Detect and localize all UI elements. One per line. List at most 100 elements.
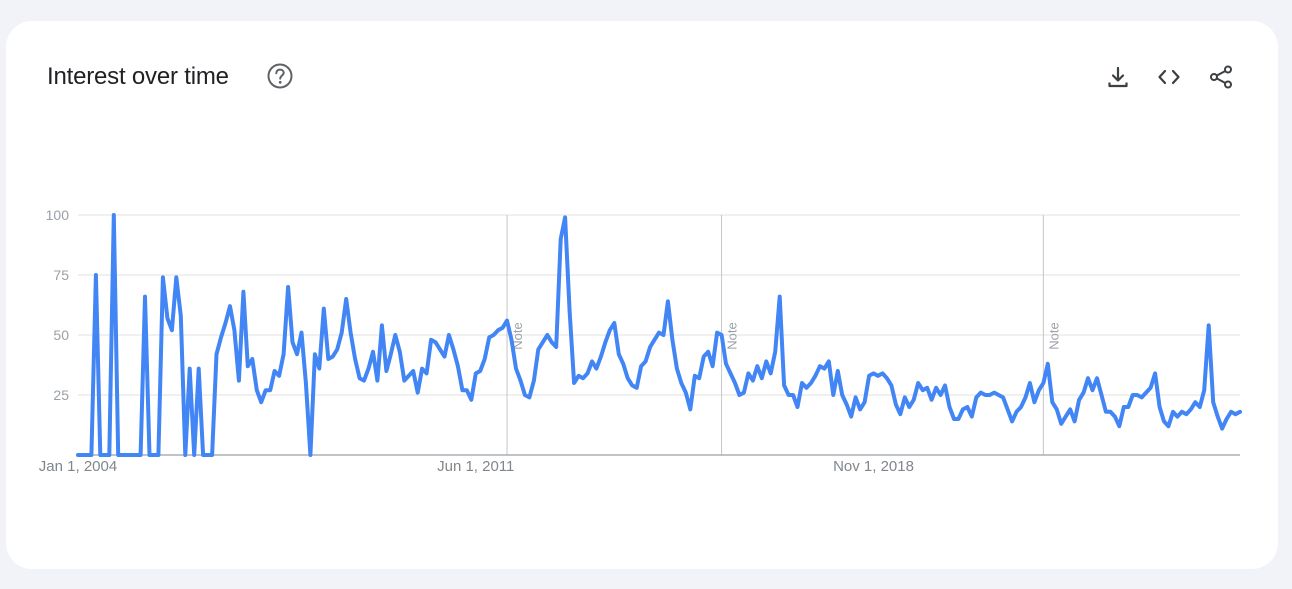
data-point (523, 394, 526, 397)
download-icon[interactable] (1105, 64, 1131, 90)
data-point (322, 307, 325, 310)
data-point (1118, 425, 1121, 428)
data-point (1185, 413, 1188, 416)
data-point (394, 334, 397, 337)
data-point (251, 358, 254, 361)
data-point (139, 454, 142, 457)
data-point (135, 454, 138, 457)
data-point (1020, 406, 1023, 409)
data-point (792, 394, 795, 397)
data-point (774, 350, 777, 353)
data-point (1145, 391, 1148, 394)
data-point (1127, 406, 1130, 409)
data-point (389, 353, 392, 356)
data-point (917, 382, 920, 385)
data-point (497, 329, 500, 332)
data-point (130, 454, 133, 457)
data-point (984, 394, 987, 397)
data-point (492, 334, 495, 337)
share-icon[interactable] (1208, 64, 1234, 90)
data-point (273, 370, 276, 373)
data-point (237, 379, 240, 382)
data-point (841, 394, 844, 397)
data-point (1078, 398, 1081, 401)
data-point (340, 331, 343, 334)
data-point (99, 454, 102, 457)
data-point (103, 454, 106, 457)
data-point (859, 408, 862, 411)
data-point (890, 384, 893, 387)
data-point (416, 391, 419, 394)
embed-code-icon[interactable] (1156, 64, 1182, 90)
data-point (148, 454, 151, 457)
data-point (899, 413, 902, 416)
y-tick-label-50: 50 (53, 327, 69, 343)
data-point (456, 365, 459, 368)
data-point (291, 341, 294, 344)
x-tick-label-3: Nov 1, 2018 (833, 458, 914, 475)
data-point (877, 374, 880, 377)
data-point (939, 394, 942, 397)
data-point (1136, 394, 1139, 397)
data-point (756, 365, 759, 368)
data-point (246, 365, 249, 368)
data-point (640, 365, 643, 368)
data-point (1104, 410, 1107, 413)
data-point (224, 322, 227, 325)
data-point (170, 329, 173, 332)
data-point (805, 386, 808, 389)
data-point (747, 372, 750, 375)
data-point (953, 418, 956, 421)
data-point (559, 238, 562, 241)
data-point (532, 379, 535, 382)
data-point (595, 367, 598, 370)
data-point (354, 358, 357, 361)
data-point (153, 454, 156, 457)
data-point (1006, 408, 1009, 411)
data-point (1194, 401, 1197, 404)
data-point (823, 367, 826, 370)
data-point (948, 406, 951, 409)
data-point (550, 341, 553, 344)
data-point (434, 341, 437, 344)
data-point (260, 401, 263, 404)
data-point (447, 334, 450, 337)
data-point (783, 384, 786, 387)
data-point (229, 305, 232, 308)
data-point (997, 394, 1000, 397)
data-point (313, 353, 316, 356)
data-point (935, 386, 938, 389)
data-point (760, 377, 763, 380)
data-point (751, 379, 754, 382)
data-point (197, 367, 200, 370)
data-point (564, 216, 567, 219)
data-point (188, 367, 191, 370)
data-point (202, 454, 205, 457)
data-point (568, 310, 571, 313)
data-point (666, 300, 669, 303)
data-point (461, 389, 464, 392)
data-point (1096, 377, 1099, 380)
data-point (488, 336, 491, 339)
chart-card: Interest over time (6, 21, 1278, 569)
data-point (1216, 415, 1219, 418)
data-point (398, 350, 401, 353)
data-point (94, 274, 97, 277)
data-point (144, 295, 147, 298)
data-point (586, 372, 589, 375)
data-point (1158, 406, 1161, 409)
data-point (304, 382, 307, 385)
note-label-2: Note (725, 322, 740, 349)
help-circle-icon[interactable] (266, 62, 294, 90)
data-point (161, 276, 164, 279)
data-point (908, 406, 911, 409)
data-point (993, 391, 996, 394)
data-point (729, 372, 732, 375)
data-point (658, 331, 661, 334)
data-point (1015, 410, 1018, 413)
data-point (912, 398, 915, 401)
data-point (836, 370, 839, 373)
data-point (372, 350, 375, 353)
data-point (613, 322, 616, 325)
data-point (1225, 418, 1228, 421)
